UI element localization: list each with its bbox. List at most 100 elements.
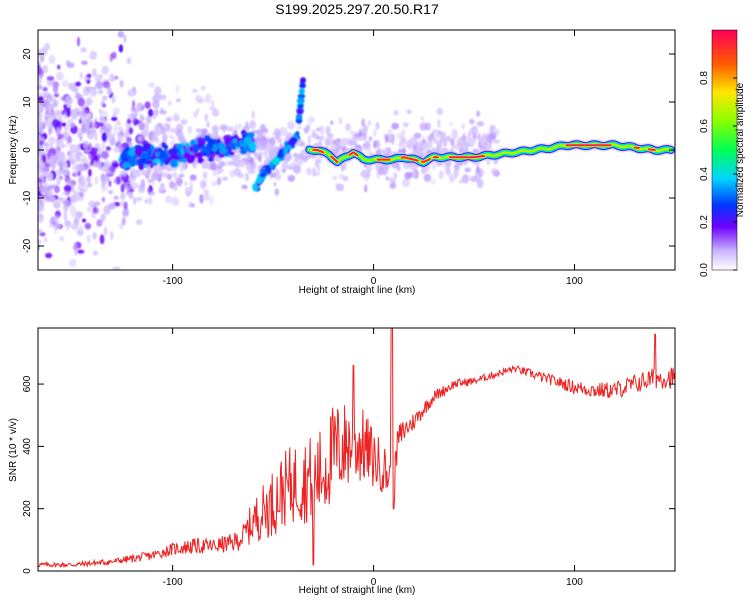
noise-blob — [63, 125, 69, 132]
noise-blob — [461, 123, 465, 130]
noise-blob — [48, 143, 54, 149]
noise-blob — [436, 107, 443, 116]
noise-blob — [169, 181, 174, 188]
cluster-blob — [202, 151, 207, 157]
noise-blob — [96, 219, 103, 227]
spectrogram-y-ticks: -20 -10 0 10 20 — [22, 48, 675, 253]
noise-blob — [89, 128, 97, 135]
noise-blob — [57, 64, 61, 70]
noise-blob — [191, 88, 198, 93]
noise-blob — [38, 96, 44, 102]
noise-blob — [259, 150, 263, 158]
noise-blob — [425, 122, 431, 131]
noise-blob — [173, 176, 181, 181]
noise-blob — [86, 79, 91, 84]
snr-x-ticks: -100 0 100 — [163, 328, 583, 588]
noise-blob — [65, 226, 70, 231]
noise-blob — [338, 117, 343, 125]
noise-blob — [123, 34, 127, 44]
noise-blob — [109, 137, 116, 146]
noise-blob — [464, 167, 472, 173]
noise-blob — [101, 142, 106, 150]
noise-blob — [307, 116, 314, 125]
noise-blob — [419, 122, 428, 131]
noise-blob — [108, 165, 116, 173]
noise-blob — [171, 196, 180, 206]
noise-blob — [48, 111, 56, 120]
noise-blob — [307, 134, 311, 145]
noise-blob — [232, 156, 240, 161]
noise-blob — [125, 127, 129, 134]
x-tick-label: -100 — [163, 577, 183, 588]
noise-blob — [66, 107, 71, 118]
noise-blob — [411, 170, 416, 178]
noise-blob — [297, 159, 303, 167]
noise-blob — [39, 112, 43, 121]
noise-blob — [103, 162, 112, 168]
noise-blob — [225, 160, 231, 167]
noise-blob — [211, 180, 219, 187]
noise-blob — [175, 84, 180, 94]
cluster-blob — [181, 158, 187, 164]
noise-blob — [59, 236, 65, 242]
noise-blob — [446, 135, 451, 142]
noise-blob — [467, 130, 472, 141]
noise-blob — [140, 179, 146, 189]
noise-blob — [313, 171, 321, 177]
noise-blob — [101, 100, 105, 107]
noise-blob — [144, 101, 151, 109]
noise-blob — [195, 128, 202, 133]
noise-blob — [332, 140, 336, 146]
noise-blob — [169, 141, 176, 146]
colorbar-ticks: 0.0 0.2 0.4 0.6 0.8 — [699, 71, 737, 277]
noise-blob — [135, 196, 143, 202]
noise-blob — [64, 205, 69, 213]
noise-blob — [79, 71, 83, 79]
noise-blob — [67, 62, 75, 69]
colorbar-label: Normalized spectral amplitude — [735, 82, 746, 217]
noise-blob — [476, 121, 484, 127]
noise-blob — [58, 151, 65, 161]
noise-blob — [81, 60, 88, 65]
cluster-blob — [228, 151, 235, 156]
noise-blob — [179, 164, 186, 173]
noise-blob — [77, 249, 85, 254]
branch-blob — [277, 152, 283, 159]
noise-blob — [336, 183, 345, 192]
noise-blob — [204, 191, 210, 202]
noise-blob — [66, 102, 71, 109]
noise-blob — [153, 131, 159, 136]
noise-blob — [166, 173, 172, 180]
noise-blob — [120, 192, 126, 200]
noise-blob — [196, 107, 200, 114]
noise-blob — [468, 138, 476, 146]
noise-blob — [379, 149, 388, 155]
noise-blob — [389, 182, 397, 189]
noise-blob — [63, 200, 71, 206]
noise-blob — [396, 165, 401, 172]
cluster-blob — [185, 142, 190, 149]
noise-blob — [61, 79, 69, 88]
cluster-blob — [174, 155, 180, 161]
x-tick-label: 100 — [566, 276, 583, 287]
noise-blob — [74, 250, 78, 256]
noise-blob — [445, 167, 451, 175]
cluster-blob — [211, 143, 218, 152]
noise-blob — [388, 133, 393, 141]
noise-blob — [77, 131, 81, 139]
noise-blob — [112, 107, 120, 116]
noise-blob — [171, 128, 178, 133]
noise-blob — [101, 65, 109, 75]
noise-blob — [217, 170, 222, 175]
noise-blob — [175, 98, 181, 103]
noise-blob — [109, 53, 114, 62]
noise-blob — [136, 102, 143, 112]
noise-blob — [76, 156, 81, 162]
noise-blob — [45, 118, 53, 127]
noise-blob — [469, 176, 478, 183]
noise-blob — [38, 66, 43, 75]
cluster-blob — [122, 162, 131, 169]
noise-blob — [438, 170, 444, 180]
noise-blob — [95, 80, 104, 90]
